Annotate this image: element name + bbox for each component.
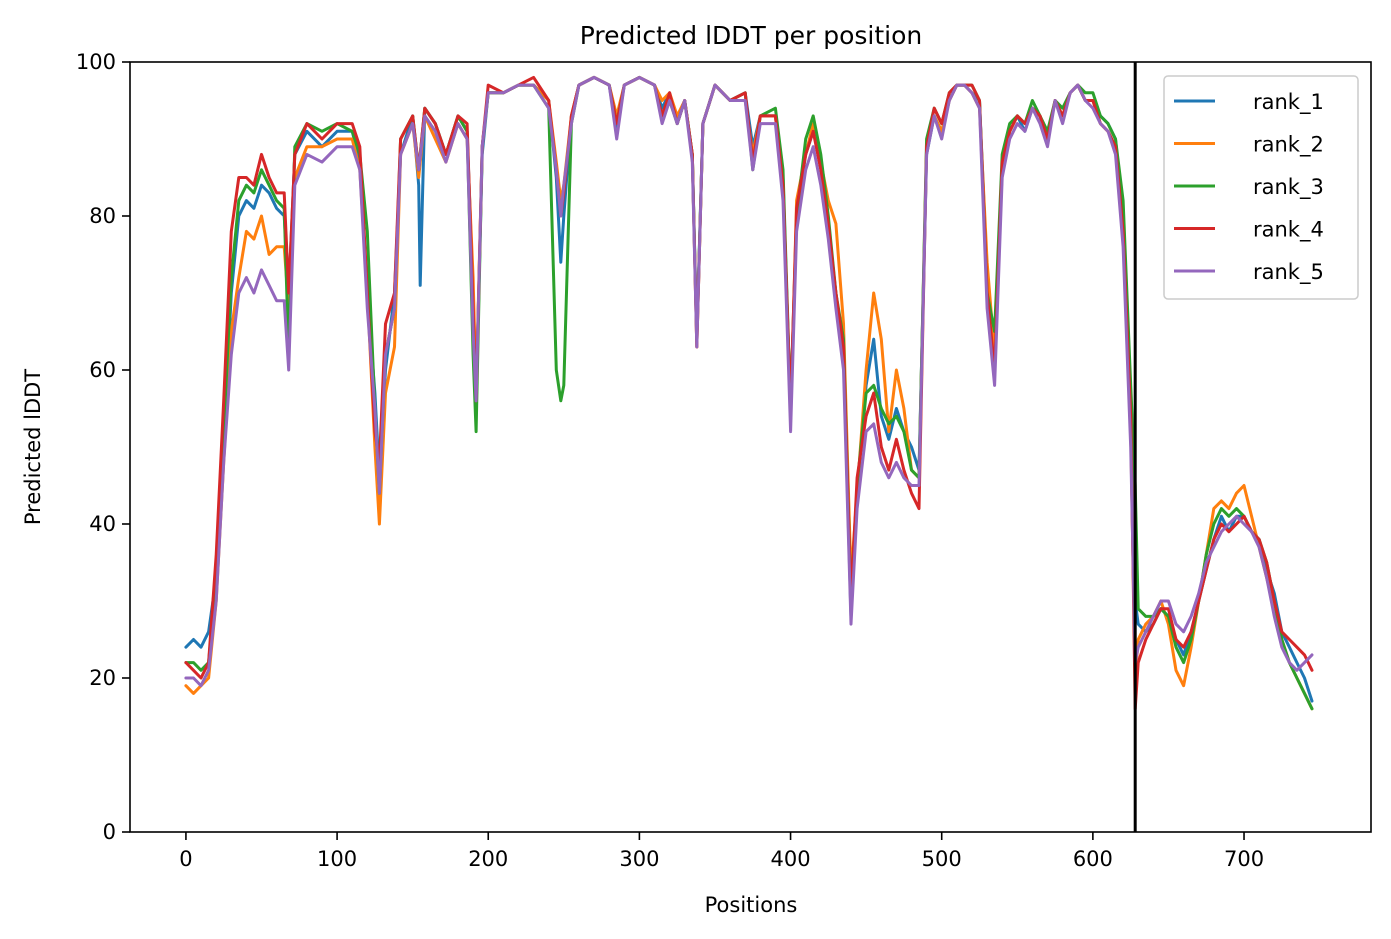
y-axis-label: Predicted lDDT (21, 369, 45, 525)
plot-area (129, 61, 1372, 833)
y-tick-label: 100 (76, 50, 116, 74)
legend-box (1163, 75, 1359, 300)
x-tick-label: 200 (468, 847, 508, 871)
series-lines (184, 75, 1314, 711)
y-axis: 0 20 40 60 80 100 (76, 50, 130, 844)
x-tick-label: 0 (179, 847, 192, 871)
x-tick-label: 100 (317, 847, 357, 871)
x-tick-label: 700 (1224, 847, 1264, 871)
x-axis: 0 100 200 300 400 500 600 700 (179, 832, 1264, 871)
y-tick-label: 60 (89, 358, 116, 382)
legend-label-rank-4: rank_4 (1253, 218, 1324, 243)
series-line-rank-5 (184, 75, 1314, 688)
x-tick-label: 400 (771, 847, 811, 871)
legend-label-rank-1: rank_1 (1253, 90, 1324, 115)
x-tick-label: 500 (922, 847, 962, 871)
legend: rank_1 rank_2 rank_3 rank_4 rank_5 (1163, 75, 1359, 300)
y-tick-label: 0 (103, 820, 116, 844)
plot-frame (129, 61, 1372, 833)
y-tick-label: 20 (89, 666, 116, 690)
x-axis-label: Positions (705, 893, 798, 917)
legend-label-rank-5: rank_5 (1253, 260, 1324, 285)
y-tick-label: 80 (89, 204, 116, 228)
x-tick-label: 300 (619, 847, 659, 871)
x-tick-label: 600 (1073, 847, 1113, 871)
chart-title: Predicted lDDT per position (580, 21, 922, 50)
legend-label-rank-3: rank_3 (1253, 175, 1324, 200)
y-tick-label: 40 (89, 512, 116, 536)
legend-label-rank-2: rank_2 (1253, 133, 1324, 158)
